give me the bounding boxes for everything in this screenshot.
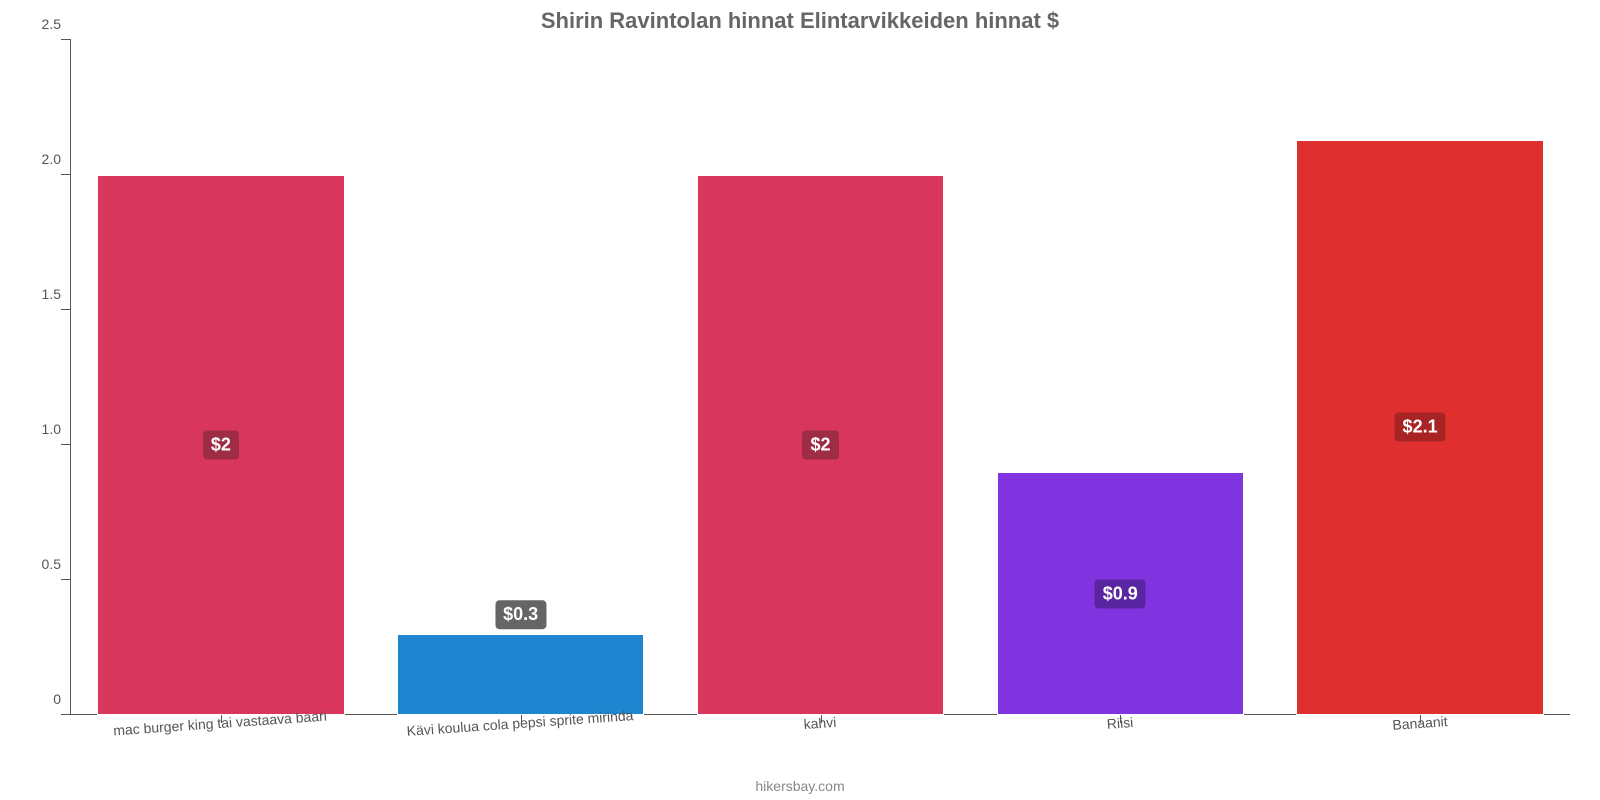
bar-value-label: $2 xyxy=(203,431,239,460)
y-tick-label: 1.0 xyxy=(21,421,61,437)
y-tick xyxy=(61,579,71,580)
y-tick xyxy=(61,444,71,445)
y-tick xyxy=(61,39,71,40)
bar: $0.9 xyxy=(997,472,1244,715)
y-tick-label: 0 xyxy=(21,691,61,707)
bar-value-label: $2.1 xyxy=(1395,413,1446,442)
chart-title: Shirin Ravintolan hinnat Elintarvikkeide… xyxy=(0,0,1600,34)
plot-area: 00.51.01.52.02.5 $2$0.3$2$0.9$2.1 xyxy=(70,40,1570,715)
y-tick xyxy=(61,309,71,310)
x-axis-label: kahvi xyxy=(803,714,837,732)
bar: $2 xyxy=(97,175,344,715)
bar-value-label: $2 xyxy=(802,431,838,460)
y-tick-label: 0.5 xyxy=(21,556,61,572)
y-tick-label: 2.5 xyxy=(21,16,61,32)
x-axis-label: Banaanit xyxy=(1392,713,1448,733)
bars-container: $2 $0.3 $2 $0.9 $2.1 xyxy=(71,40,1570,715)
chart-area: 00.51.01.52.02.5 $2$0.3$2$0.9$2.1 xyxy=(70,40,1570,715)
bar: $2 xyxy=(697,175,944,715)
attribution-text: hikersbay.com xyxy=(0,778,1600,794)
x-labels: mac burger king tai vastaava baariKävi k… xyxy=(70,715,1570,765)
y-tick-label: 1.5 xyxy=(21,286,61,302)
y-tick-label: 2.0 xyxy=(21,151,61,167)
bar-value-label: $0.9 xyxy=(1095,579,1146,608)
bar: $0.3 xyxy=(397,634,644,715)
y-tick xyxy=(61,174,71,175)
bar: $2.1 xyxy=(1296,140,1543,715)
x-axis-label: Riisi xyxy=(1106,714,1134,732)
bar-value-label: $0.3 xyxy=(495,600,546,629)
